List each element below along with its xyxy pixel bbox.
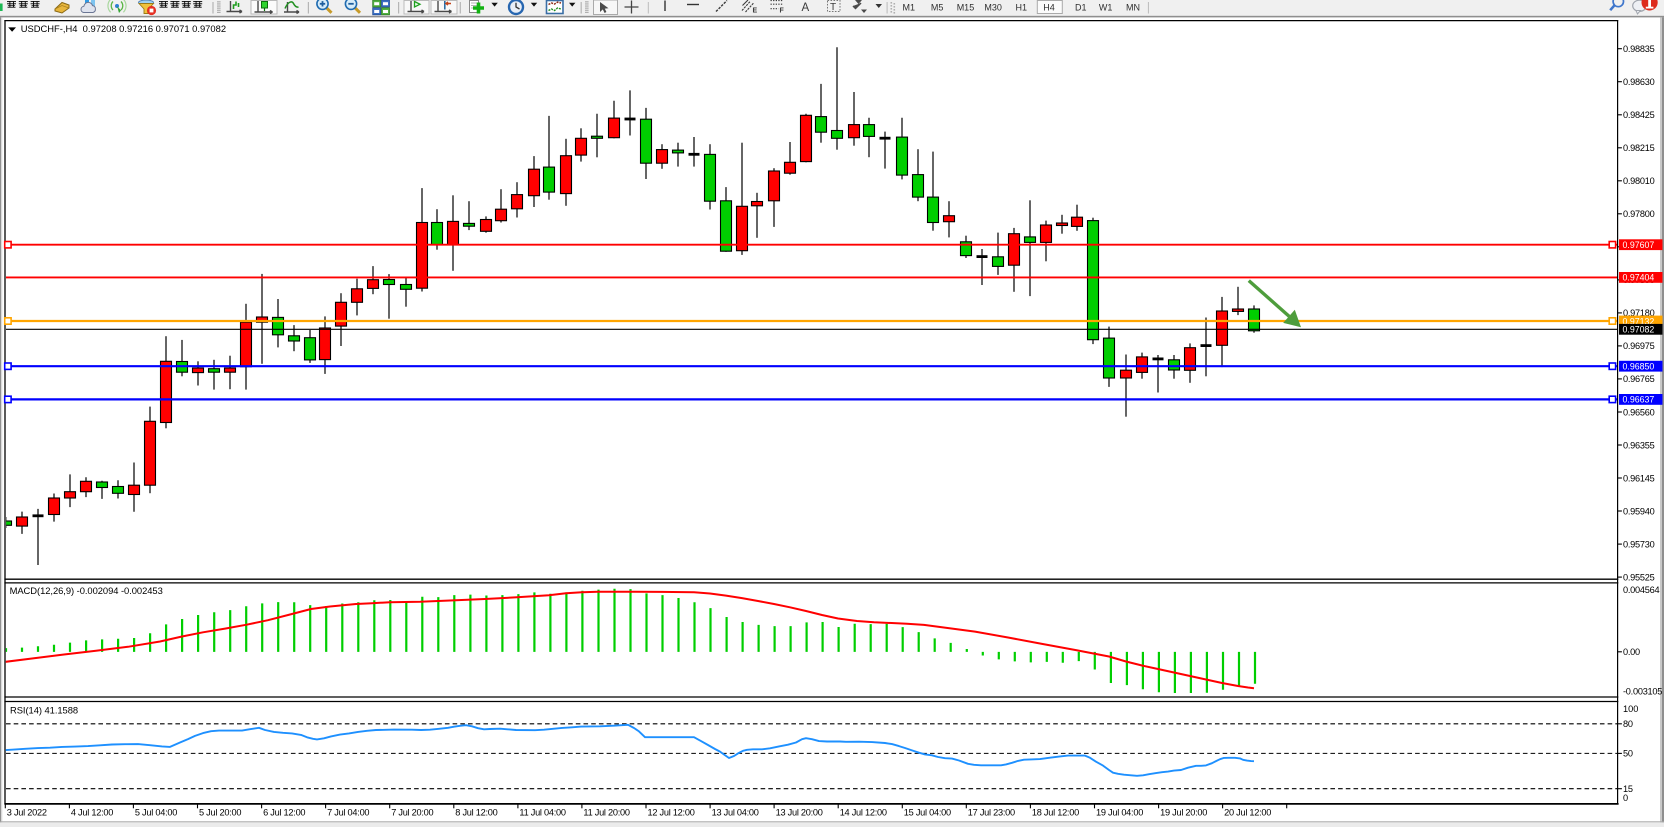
svg-text:0.97132: 0.97132 — [1623, 316, 1655, 326]
svg-text:M1: M1 — [903, 2, 916, 12]
svg-text:8 Jul 12:00: 8 Jul 12:00 — [455, 808, 497, 818]
svg-text:3 Jul 2022: 3 Jul 2022 — [7, 808, 47, 818]
svg-text:14 Jul 12:00: 14 Jul 12:00 — [840, 808, 887, 818]
svg-text:17 Jul 23:00: 17 Jul 23:00 — [968, 808, 1015, 818]
svg-text:A: A — [802, 2, 810, 14]
svg-text:MACD(12,26,9) -0.002094 -0.002: MACD(12,26,9) -0.002094 -0.002453 — [10, 585, 163, 596]
svg-text:0.98835: 0.98835 — [1623, 44, 1655, 54]
svg-text:19 Jul 20:00: 19 Jul 20:00 — [1160, 808, 1207, 818]
svg-text:5 Jul 20:00: 5 Jul 20:00 — [199, 808, 241, 818]
svg-text:15 Jul 04:00: 15 Jul 04:00 — [904, 808, 951, 818]
svg-text:RSI(14) 41.1588: RSI(14) 41.1588 — [10, 704, 78, 715]
svg-text:0.98425: 0.98425 — [1623, 110, 1655, 120]
svg-text:7 Jul 20:00: 7 Jul 20:00 — [391, 808, 433, 818]
svg-text:11 Jul 20:00: 11 Jul 20:00 — [583, 808, 630, 818]
svg-text:-0.003105: -0.003105 — [1623, 687, 1662, 697]
svg-text:0.98630: 0.98630 — [1623, 77, 1655, 87]
svg-text:M5: M5 — [931, 2, 944, 12]
svg-text:0.95730: 0.95730 — [1623, 539, 1655, 549]
svg-text:0.96850: 0.96850 — [1623, 362, 1655, 372]
svg-text:0.96975: 0.96975 — [1623, 341, 1655, 351]
svg-text:0.96765: 0.96765 — [1623, 374, 1655, 384]
svg-text:0.95940: 0.95940 — [1623, 506, 1655, 516]
svg-text:15: 15 — [1623, 784, 1633, 794]
svg-text:0.97800: 0.97800 — [1623, 209, 1655, 219]
svg-text:H4: H4 — [1043, 2, 1055, 12]
svg-text:0.96637: 0.96637 — [1623, 395, 1655, 405]
svg-text:11 Jul 04:00: 11 Jul 04:00 — [519, 808, 566, 818]
svg-text:0.97607: 0.97607 — [1623, 240, 1655, 250]
svg-text:M30: M30 — [984, 2, 1002, 12]
svg-text:T: T — [830, 2, 836, 13]
svg-text:5 Jul 04:00: 5 Jul 04:00 — [135, 808, 177, 818]
svg-text:0.98010: 0.98010 — [1623, 176, 1655, 186]
svg-text:0.97082: 0.97082 — [1623, 325, 1655, 335]
svg-text:E: E — [753, 8, 758, 15]
svg-text:F: F — [780, 8, 785, 15]
svg-text:0.97404: 0.97404 — [1623, 273, 1655, 283]
svg-text:0.004564: 0.004564 — [1623, 585, 1659, 595]
svg-text:0.98215: 0.98215 — [1623, 143, 1655, 153]
svg-text:0.95525: 0.95525 — [1623, 572, 1655, 582]
svg-text:M15: M15 — [957, 2, 975, 12]
svg-text:0: 0 — [1623, 793, 1628, 803]
svg-text:13 Jul 04:00: 13 Jul 04:00 — [712, 808, 759, 818]
svg-text:13 Jul 20:00: 13 Jul 20:00 — [776, 808, 823, 818]
svg-text:0.96560: 0.96560 — [1623, 407, 1655, 417]
svg-text:0.97180: 0.97180 — [1623, 308, 1655, 318]
svg-text:D1: D1 — [1075, 2, 1087, 12]
svg-text:100: 100 — [1623, 704, 1638, 714]
svg-text:6 Jul 12:00: 6 Jul 12:00 — [263, 808, 305, 818]
svg-text:0.96355: 0.96355 — [1623, 440, 1655, 450]
svg-text:W1: W1 — [1099, 2, 1113, 12]
svg-text:80: 80 — [1623, 719, 1633, 729]
svg-text:0.00: 0.00 — [1623, 647, 1640, 657]
svg-text:USDCHF-,H4 0.97208 0.97216 0.: USDCHF-,H4 0.97208 0.97216 0.97071 0.970… — [21, 23, 226, 34]
svg-text:18 Jul 12:00: 18 Jul 12:00 — [1032, 808, 1079, 818]
svg-text:20 Jul 12:00: 20 Jul 12:00 — [1224, 808, 1271, 818]
svg-text:H1: H1 — [1016, 2, 1028, 12]
svg-text:7 Jul 04:00: 7 Jul 04:00 — [327, 808, 369, 818]
svg-text:50: 50 — [1623, 749, 1633, 759]
svg-text:MN: MN — [1126, 2, 1140, 12]
svg-text:19 Jul 04:00: 19 Jul 04:00 — [1096, 808, 1143, 818]
svg-text:12 Jul 12:00: 12 Jul 12:00 — [648, 808, 695, 818]
svg-text:0.96145: 0.96145 — [1623, 473, 1655, 483]
svg-text:4 Jul 12:00: 4 Jul 12:00 — [71, 808, 113, 818]
